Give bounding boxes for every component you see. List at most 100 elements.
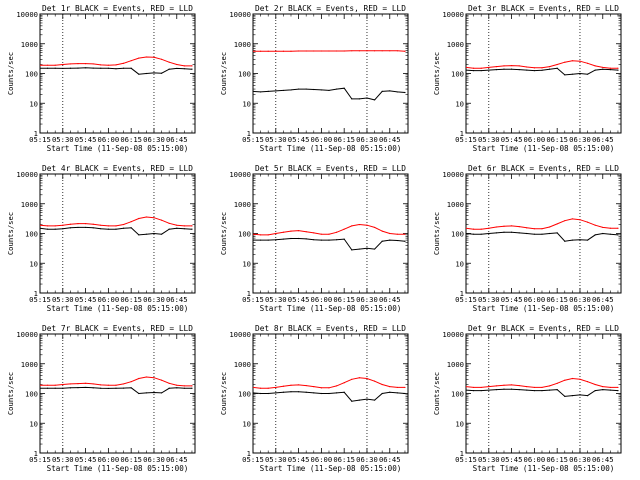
x-tick-label: 06:15: [333, 455, 355, 464]
lld-data-point: [107, 384, 109, 386]
events-data-point: [541, 69, 543, 71]
x-tick-label: 05:30: [52, 455, 74, 464]
lld-data-point: [472, 386, 475, 389]
events-data-point: [541, 233, 543, 235]
lld-data-point: [130, 381, 132, 383]
events-data-point: [396, 392, 398, 394]
lld-data-point: [168, 61, 170, 63]
lld-data-point: [533, 386, 535, 389]
events-data-point: [617, 390, 619, 392]
lld-data-point: [320, 50, 322, 52]
lld-data-point: [343, 228, 345, 230]
lld-data-point: [328, 233, 330, 235]
x-tick-label: 06:45: [166, 135, 188, 144]
chart-title: Det 6r BLACK = Events, RED = LLD: [468, 163, 619, 173]
x-axis-label: Start Time (11-Sep-08 05:15:00): [260, 464, 402, 473]
lld-data-point: [510, 384, 513, 386]
events-data-point: [62, 67, 64, 70]
y-tick-label: 1: [247, 289, 251, 298]
y-axis-label: Counts/sec: [6, 372, 15, 415]
events-data-point: [282, 238, 284, 240]
lld-data-point: [495, 226, 497, 228]
lld-data-point: [69, 223, 71, 225]
lld-data-point: [503, 384, 505, 386]
events-data-point: [609, 69, 611, 71]
lld-data-point: [594, 65, 596, 67]
y-axis-label: Counts/sec: [6, 52, 15, 95]
events-data-point: [46, 387, 49, 389]
lld-data-point: [62, 63, 64, 66]
lld-data-point: [526, 66, 528, 68]
events-data-point: [617, 69, 619, 71]
y-tick-label: 10000: [229, 330, 251, 339]
lld-data-point: [594, 224, 596, 226]
lld-data-point: [602, 386, 604, 388]
lld-data-point: [586, 381, 589, 383]
lld-data-point: [62, 224, 64, 226]
lld-data-point: [84, 63, 87, 65]
lld-data-point: [510, 225, 513, 227]
lld-data-point: [160, 58, 163, 60]
events-data-point: [191, 228, 193, 230]
lld-data-point: [275, 50, 277, 52]
lld-data-point: [526, 227, 528, 229]
lld-data-point: [115, 384, 117, 386]
lld-data-point: [518, 65, 520, 67]
events-data-point: [92, 67, 94, 69]
x-tick-label: 06:15: [546, 295, 568, 304]
y-tick-label: 100: [238, 70, 251, 79]
x-tick-label: 06:30: [569, 455, 591, 464]
y-axis-label: Counts/sec: [219, 212, 228, 255]
lld-data-point: [335, 50, 338, 52]
lld-data-point: [381, 230, 383, 232]
lld-data-point: [297, 384, 300, 386]
events-data-point: [328, 239, 330, 241]
events-data-point: [267, 392, 269, 395]
y-tick-label: 100: [451, 390, 464, 399]
plot-frame: [465, 13, 622, 134]
lld-data-point: [168, 222, 170, 224]
lld-data-point: [130, 60, 132, 62]
lld-data-point: [77, 63, 79, 65]
events-data-point: [510, 388, 513, 390]
lld-data-point: [358, 50, 360, 52]
lld-data-point: [396, 386, 398, 389]
events-data-point: [168, 68, 170, 70]
y-tick-label: 1: [34, 289, 38, 298]
events-data-point: [579, 72, 581, 75]
x-tick-label: 05:15: [455, 455, 477, 464]
lld-data-point: [297, 50, 300, 52]
lld-data-point: [40, 384, 41, 386]
events-data-point: [335, 88, 338, 90]
events-data-point: [480, 390, 482, 392]
x-tick-label: 05:45: [501, 135, 523, 144]
events-data-point: [145, 233, 147, 235]
y-tick-label: 1: [247, 449, 251, 458]
lld-data-point: [404, 233, 406, 235]
events-data-point: [176, 227, 178, 229]
y-tick-label: 100: [25, 390, 38, 399]
lld-data-point: [77, 383, 79, 385]
lld-data-point: [602, 226, 604, 229]
lld-data-point: [191, 225, 193, 227]
y-tick-label: 10: [242, 99, 251, 108]
events-data-point: [290, 237, 292, 240]
events-data-point: [183, 68, 185, 70]
lld-data-point: [275, 386, 277, 389]
y-tick-label: 1: [460, 289, 464, 298]
events-data-point: [602, 389, 604, 391]
lld-data-point: [466, 66, 467, 69]
lld-data-point: [54, 64, 56, 66]
lld-data-point: [305, 384, 307, 387]
x-tick-label: 06:00: [98, 455, 120, 464]
events-data-point: [320, 239, 322, 241]
events-data-point: [153, 232, 155, 235]
chart-panel-3: Det 3r BLACK = Events, RED = LLD 1 10 100 10…: [432, 3, 622, 153]
lld-data-point: [617, 227, 619, 229]
lld-data-point: [100, 64, 102, 66]
events-data-point: [183, 387, 185, 389]
y-tick-label: 10000: [229, 170, 251, 179]
lld-data-point: [259, 50, 262, 52]
y-tick-label: 1000: [447, 40, 464, 49]
events-data-point: [282, 391, 284, 393]
